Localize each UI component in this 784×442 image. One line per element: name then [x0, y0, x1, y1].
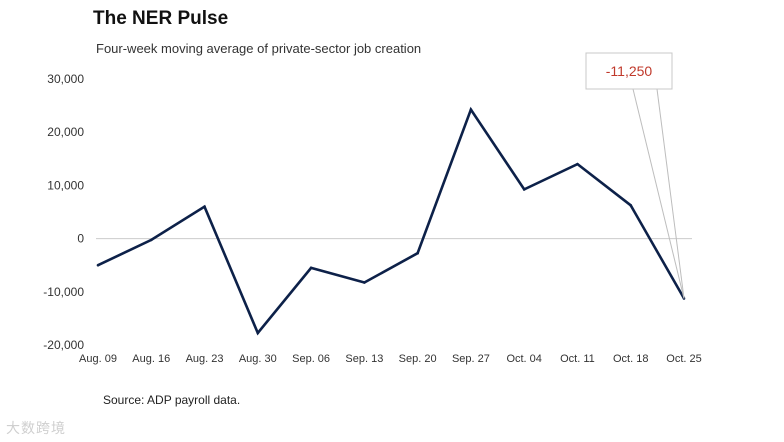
data-point — [96, 263, 100, 267]
y-tick-label: -20,000 — [43, 338, 84, 352]
data-point — [203, 205, 206, 208]
x-tick-label: Oct. 25 — [666, 353, 701, 365]
series-line — [97, 106, 686, 336]
y-tick-label: 10,000 — [47, 178, 84, 192]
y-tick-label: 0 — [77, 232, 84, 246]
x-tick-label: Oct. 04 — [506, 353, 541, 365]
data-point — [469, 108, 473, 111]
data-point — [149, 238, 153, 242]
x-tick-label: Sep. 06 — [292, 353, 330, 365]
x-tick-label: Sep. 27 — [452, 353, 490, 365]
data-point — [309, 266, 313, 270]
chart-title: The NER Pulse — [93, 8, 229, 29]
x-tick-label: Oct. 11 — [560, 353, 595, 365]
x-tick-label: Sep. 20 — [399, 353, 437, 365]
y-tick-label: -10,000 — [43, 285, 84, 299]
data-point — [416, 251, 419, 255]
x-tick-label: Sep. 13 — [345, 353, 383, 365]
x-tick-label: Aug. 23 — [186, 353, 224, 365]
x-tick-label: Aug. 09 — [79, 353, 117, 365]
data-point — [629, 204, 633, 207]
x-tick-label: Aug. 16 — [132, 353, 170, 365]
y-tick-label: 20,000 — [47, 125, 84, 139]
callout-box — [585, 52, 673, 90]
source-note: Source: ADP payroll data. — [103, 393, 241, 407]
chart-subtitle: Four-week moving average of private-sect… — [96, 41, 422, 56]
y-tick-label: 30,000 — [47, 72, 84, 86]
x-tick-label: Aug. 30 — [239, 353, 277, 365]
x-tick-label: Oct. 18 — [613, 353, 648, 365]
data-point — [256, 331, 260, 335]
callout-label: -11,250 — [606, 63, 653, 79]
data-point — [522, 188, 526, 191]
callout-leader-left — [632, 88, 685, 299]
data-point — [576, 162, 579, 166]
data-point — [363, 281, 366, 284]
callout-leader-right — [656, 88, 685, 299]
watermark-logo: 大数跨境 — [6, 420, 66, 436]
